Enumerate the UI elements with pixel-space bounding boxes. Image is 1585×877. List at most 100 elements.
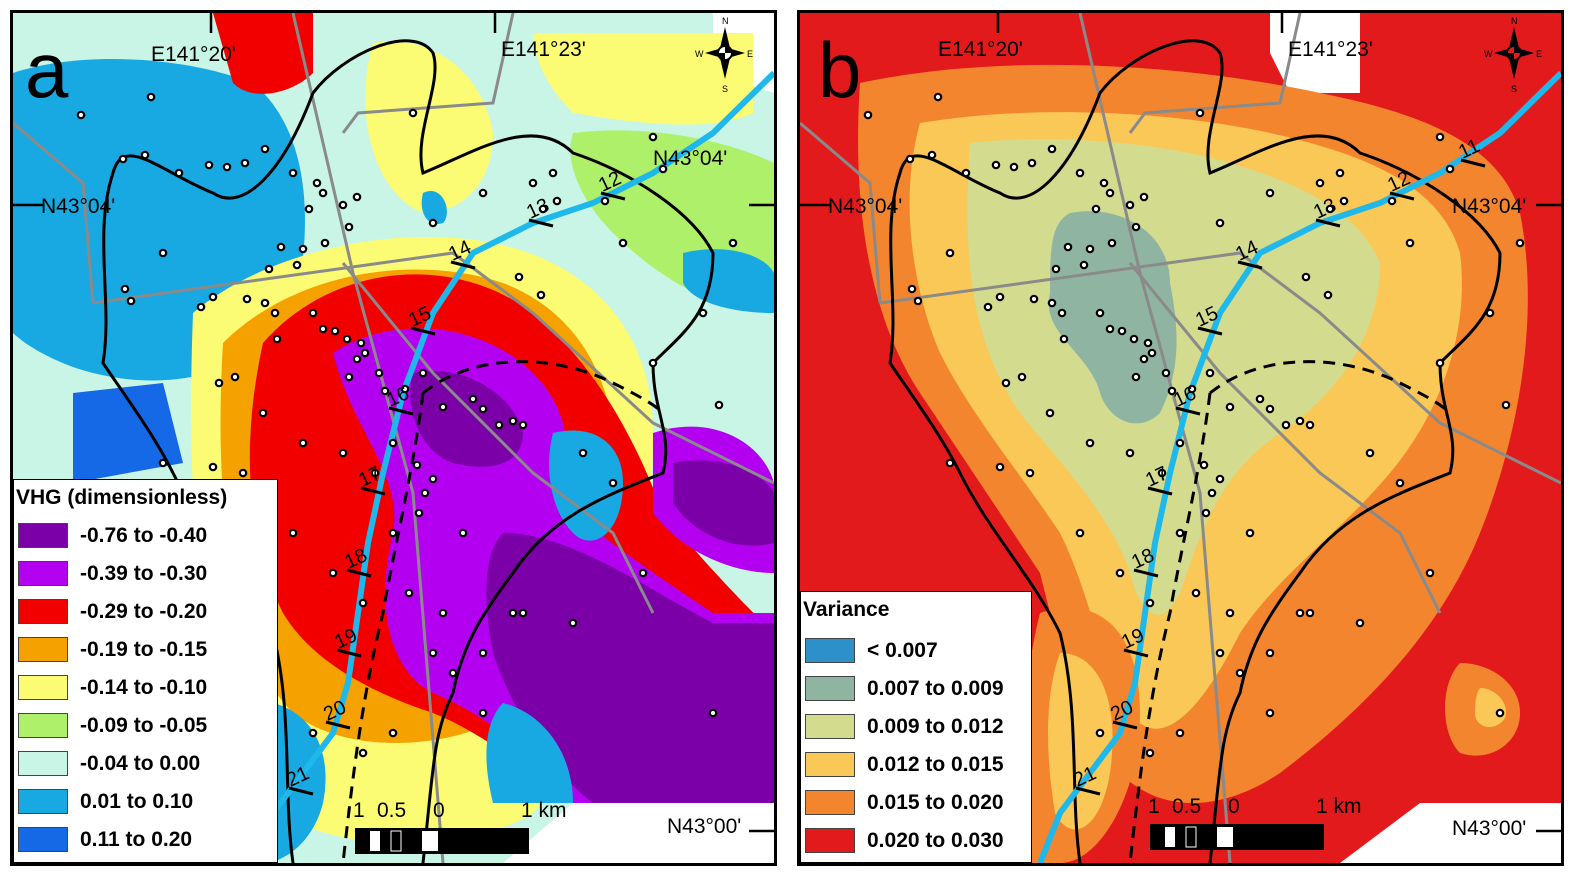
sample-point: [318, 324, 328, 334]
sample-point: [1225, 402, 1235, 412]
sample-point: [208, 292, 218, 302]
sample-point: [658, 164, 668, 174]
sample-point: [1265, 188, 1275, 198]
sample-point: [288, 528, 298, 538]
sample-point: [608, 478, 618, 488]
scale-tick-0: 0: [433, 799, 445, 822]
longitude-label-east: E141°23': [1288, 38, 1373, 61]
sample-point: [1145, 748, 1155, 758]
sample-point: [338, 448, 348, 458]
graticule-ticks: [13, 13, 774, 833]
compass-n: N: [1511, 16, 1518, 26]
map-panel-b: 11 12 13 14 15 16 17 18 19 20 21 b E141°20' E141°2…: [797, 10, 1564, 866]
roads: [13, 13, 774, 863]
sample-point: [388, 728, 398, 738]
sample-point: [1115, 568, 1125, 578]
panel-letter: b: [818, 26, 862, 114]
sample-point: [1405, 238, 1415, 248]
sample-point: [1425, 568, 1435, 578]
sample-point: [1215, 218, 1225, 228]
sample-point: [1131, 372, 1141, 382]
sample-point: [388, 438, 398, 448]
legend: Variance < 0.007 0.007 to 0.009 0.009 to…: [800, 591, 1032, 863]
sample-point: [308, 728, 318, 738]
station-tick: [450, 260, 476, 270]
legend-swatch: [805, 638, 855, 663]
sample-point: [328, 568, 338, 578]
station-tick: [1237, 260, 1263, 270]
sample-point: [1315, 178, 1325, 188]
sample-point: [1047, 298, 1057, 308]
sample-point: [356, 338, 366, 348]
sample-point: [204, 160, 214, 170]
sample-point: [548, 168, 558, 178]
legend-swatch: [805, 714, 855, 739]
north-arrow-icon: N S W E: [695, 15, 755, 95]
sample-point: [518, 420, 528, 430]
sample-point: [907, 284, 917, 294]
sample-point: [478, 404, 488, 414]
sample-point: [230, 372, 240, 382]
sample-point: [995, 292, 1005, 302]
sample-point: [536, 290, 546, 300]
sample-point: [360, 348, 370, 358]
sample-point: [933, 92, 943, 102]
graticule-ticks: [800, 13, 1561, 833]
sample-point: [298, 244, 308, 254]
sample-points: [863, 92, 1525, 758]
sample-point: [1027, 158, 1037, 168]
legend-swatch: [805, 676, 855, 701]
sample-point: [468, 394, 478, 404]
station-tick: [1389, 191, 1415, 201]
sample-point: [312, 178, 322, 188]
sample-point: [1175, 728, 1185, 738]
sample-point: [1435, 132, 1445, 142]
legend-title: VHG (dimensionless): [16, 486, 228, 509]
station-tick: [346, 568, 372, 578]
sample-point: [1281, 420, 1291, 430]
legend-swatch: [18, 523, 68, 548]
sample-point: [1139, 192, 1149, 202]
river: [250, 70, 774, 863]
sample-point: [260, 298, 270, 308]
sample-point: [438, 402, 448, 412]
map-panel-a: 12 13 14 15 16 17 18 19 20 21 a E141°20' E141°23'…: [10, 10, 777, 866]
station-tick: [410, 326, 436, 336]
scale-bar: 1 0.5 0 1 km: [353, 799, 567, 859]
scale-tick-0: 0: [1228, 795, 1240, 818]
sample-point: [208, 462, 218, 472]
sample-point: [913, 296, 923, 306]
longitude-label-east: E141°23': [501, 38, 586, 61]
sample-point: [1195, 108, 1205, 118]
sample-point: [1063, 242, 1073, 252]
sample-point: [408, 108, 418, 118]
station-tick: [336, 648, 362, 658]
sample-point: [478, 648, 488, 658]
sample-point: [528, 178, 538, 188]
sample-point: [478, 708, 488, 718]
sample-point: [1225, 608, 1235, 618]
scale-tick-0-5: 0.5: [377, 799, 407, 822]
sample-point: [1255, 394, 1265, 404]
sample-point: [1245, 528, 1255, 538]
legend-title: Variance: [803, 598, 890, 621]
sample-point: [961, 168, 971, 178]
sample-points: [76, 92, 738, 758]
compass-n: N: [722, 16, 729, 26]
sample-point: [174, 168, 184, 178]
sample-point: [1445, 164, 1455, 174]
legend-swatch: [805, 828, 855, 853]
sample-point: [1045, 408, 1055, 418]
sample-point: [1235, 668, 1245, 678]
sample-point: [264, 264, 274, 274]
sample-point: [118, 154, 128, 164]
station-tick: [388, 406, 414, 416]
sample-point: [352, 192, 362, 202]
sample-point: [260, 144, 270, 154]
sample-point: [863, 110, 873, 120]
sample-point: [698, 308, 708, 318]
compass-e: E: [1536, 49, 1542, 59]
sample-point: [242, 294, 252, 304]
scale-tick-1: 1: [1148, 795, 1160, 818]
compass-e: E: [747, 49, 753, 59]
